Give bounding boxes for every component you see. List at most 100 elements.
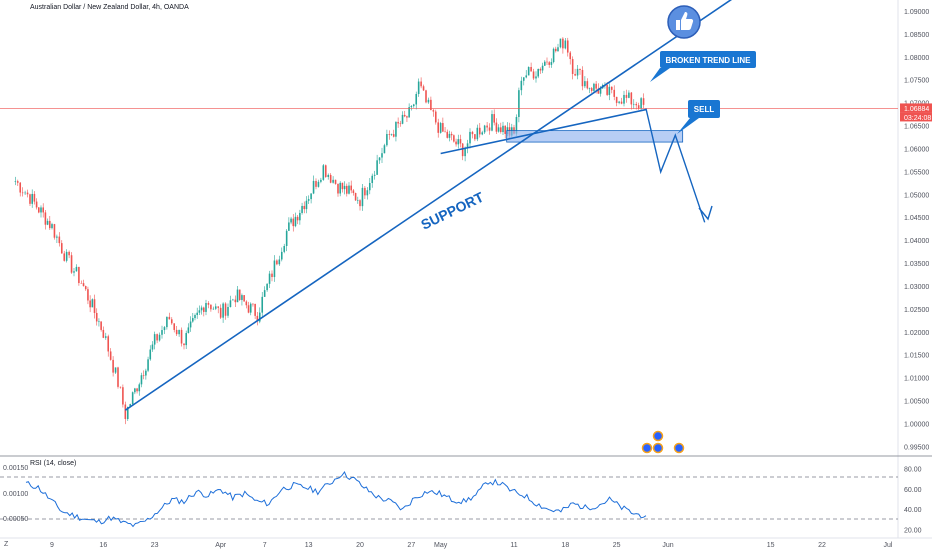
candle-body	[635, 103, 638, 106]
thumbs-up-icon[interactable]	[667, 5, 701, 39]
candle-body	[348, 185, 350, 194]
candle-body	[273, 260, 276, 278]
candle-body	[198, 310, 201, 313]
price-tick-label: 1.03000	[904, 284, 929, 291]
candle-body	[261, 296, 264, 313]
time-tick-label: 25	[613, 542, 621, 549]
price-axis[interactable]: 1.090001.085001.080001.075001.070001.065…	[904, 9, 929, 451]
candle-body	[305, 200, 308, 210]
rsi-line[interactable]	[25, 470, 647, 528]
candle-body	[102, 329, 105, 338]
candle-body	[552, 48, 555, 63]
candle-body	[334, 179, 337, 184]
candle-body	[339, 182, 341, 194]
price-tick-label: 1.08500	[904, 32, 929, 39]
candle-body	[196, 312, 198, 316]
candle-body	[161, 330, 163, 335]
candle-body	[390, 134, 393, 135]
candle-body	[432, 110, 435, 112]
projected-path[interactable]	[645, 108, 706, 223]
candle-body	[224, 303, 227, 316]
candle-body	[537, 68, 539, 77]
candle-body	[107, 336, 110, 352]
rsi-panel: 0.00150 0.00100 0.00050 80.00 60.00 40.00 20.…	[0, 465, 922, 534]
dividend-icon[interactable]	[652, 430, 664, 442]
price-tick-label: 1.02000	[904, 330, 929, 337]
candle-body	[93, 299, 96, 313]
candle-body	[136, 388, 138, 392]
broken-trend-line-callout[interactable]: BROKEN TREND LINE	[650, 51, 756, 82]
candle-body	[310, 193, 312, 200]
candle-body	[403, 114, 406, 117]
candle-body	[249, 303, 252, 313]
candle-body	[117, 367, 119, 387]
support-trend-line[interactable]	[124, 0, 734, 411]
dividend-icon[interactable]	[652, 442, 664, 454]
candle-body	[415, 93, 418, 105]
time-tick-label: 22	[818, 542, 826, 549]
candle-body	[245, 301, 248, 306]
candle-body	[243, 295, 245, 302]
time-tick-label: Jun	[662, 542, 673, 549]
candle-body	[200, 307, 203, 311]
candle-body	[234, 299, 237, 303]
price-tick-label: 1.06500	[904, 124, 929, 131]
sell-callout[interactable]: SELL	[677, 100, 720, 134]
candle-body	[14, 181, 17, 182]
time-tick-label: 9	[50, 542, 54, 549]
candle-body	[38, 207, 40, 213]
candle-body	[584, 81, 586, 87]
price-tick-label: 1.05000	[904, 192, 929, 199]
candle-body	[557, 47, 559, 52]
candle-body	[301, 205, 303, 213]
candle-body	[46, 220, 49, 225]
candle-body	[381, 153, 383, 158]
candle-body	[562, 38, 564, 49]
candle-body	[481, 132, 484, 135]
candle-body	[642, 98, 645, 105]
candle-body	[378, 157, 381, 161]
candle-body	[58, 236, 61, 244]
candle-body	[312, 180, 315, 194]
candle-body	[217, 306, 220, 308]
candle-body	[207, 303, 210, 305]
dividend-icon-group[interactable]	[641, 430, 685, 454]
time-axis[interactable]: 9 16 23 Apr 7 13 20 27 May 11 18 25 Jun 15 22 Jul	[50, 542, 893, 549]
candle-body	[497, 127, 500, 132]
price-tick-label: 1.07500	[904, 78, 929, 85]
sell-zone-rectangle[interactable]	[506, 130, 684, 143]
candle-body	[53, 224, 56, 238]
candle-body	[623, 94, 625, 104]
candle-body	[283, 245, 286, 252]
candle-body	[112, 359, 114, 373]
dividend-icon[interactable]	[641, 442, 653, 454]
dividend-icon[interactable]	[673, 442, 685, 454]
candle-body	[173, 323, 176, 330]
candle-body	[247, 305, 250, 313]
timezone-glyph[interactable]: Z	[4, 541, 9, 548]
candle-body	[307, 199, 310, 201]
candle-body	[453, 135, 455, 142]
price-tick-label: 1.03500	[904, 261, 929, 268]
candle-body	[205, 303, 207, 312]
candle-body	[401, 114, 404, 124]
candle-body	[488, 127, 491, 131]
candle-body	[474, 134, 476, 140]
time-tick-label: Apr	[215, 542, 227, 549]
candle-body	[222, 303, 224, 318]
candle-body	[352, 190, 355, 193]
candle-body	[459, 139, 462, 144]
broken-trend-line[interactable]	[440, 108, 647, 155]
candle-body	[214, 306, 217, 309]
candle-body	[84, 286, 87, 290]
time-tick-label: 11	[510, 542, 517, 549]
candle-body	[576, 68, 579, 76]
candle-body	[119, 386, 122, 388]
candle-body	[126, 406, 129, 419]
rsi-right-tick: 80.00	[904, 467, 922, 474]
candle-body	[439, 123, 442, 133]
candle-body	[80, 283, 83, 284]
candle-body	[371, 175, 374, 184]
candle-body	[566, 40, 569, 53]
